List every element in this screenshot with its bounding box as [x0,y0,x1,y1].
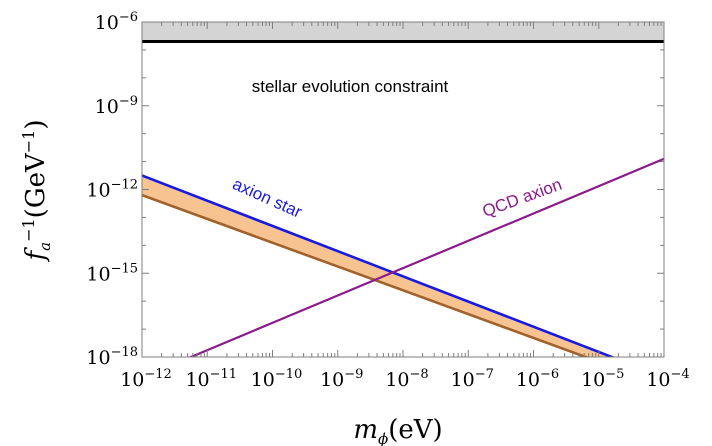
qcd-axion-line [188,157,664,357]
x-tick-label: 10−7 [451,367,494,391]
x-tick-label: 10−12 [120,367,172,391]
x-tick-label: 10−10 [251,367,303,391]
x-tick-label: 10−11 [185,367,237,391]
x-tick-label: 10−5 [581,367,624,391]
y-tick-label: 10−12 [86,178,138,202]
stellar-constraint-label: stellar evolution constraint [252,77,449,96]
y-tick-label: 10−6 [95,10,138,34]
y-axis-title: fa−1(GeV−1) [19,120,54,263]
axion-star-line [142,174,616,357]
x-tick-label: 10−8 [385,367,428,391]
y-tick-label: 10−15 [86,261,138,285]
qcd-axion-label: QCD axion [480,175,565,221]
plot-frame [141,21,665,358]
x-tick-label: 10−9 [320,367,363,391]
x-axis-title: mϕ(eV) [353,415,442,446]
x-tick-label: 10−6 [516,367,559,391]
y-tick-label: 10−18 [86,345,138,369]
axion-star-lower-line [142,193,590,357]
y-tick-label: 10−9 [95,94,138,118]
x-tick-label: 10−4 [646,367,689,391]
